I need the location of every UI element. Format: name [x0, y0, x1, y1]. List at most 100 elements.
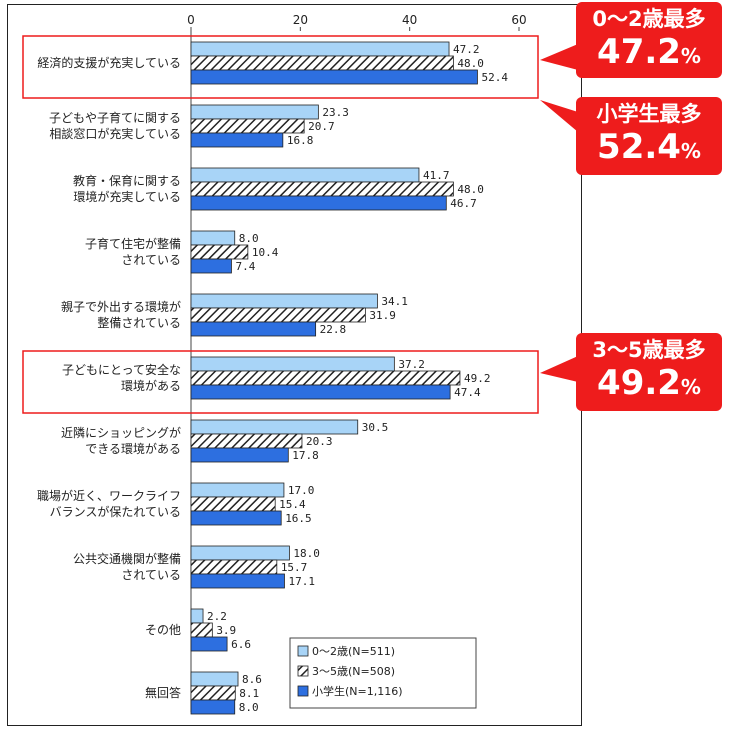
category-label: 教育・保育に関する [73, 173, 181, 188]
data-label: 8.0 [239, 232, 259, 245]
bar [190, 167, 420, 183]
category-label: 整備されている [97, 315, 181, 330]
data-label: 37.2 [398, 358, 425, 371]
data-label: 47.4 [454, 386, 481, 399]
data-label: 8.6 [242, 673, 262, 686]
callout-pointer [540, 100, 578, 132]
data-label: 48.0 [457, 183, 484, 196]
callout-0-title: 0～2歳最多 [592, 7, 706, 31]
bar [190, 496, 276, 512]
data-label: 17.1 [288, 575, 315, 588]
category-label: 近隣にショッピングが [61, 425, 181, 440]
bar [190, 370, 461, 386]
category-label: その他 [145, 623, 181, 637]
data-label: 41.7 [423, 169, 450, 182]
bar [190, 573, 285, 589]
callout-1-unit: % [680, 139, 701, 163]
bar [190, 244, 249, 260]
callout-2-value: 49.2 [597, 363, 681, 403]
data-label: 17.8 [292, 449, 319, 462]
category-label: 経済的支援が充実している [37, 55, 181, 70]
callout-2-title: 3～5歳最多 [592, 338, 706, 362]
category-label: 子育て住宅が整備 [85, 236, 181, 251]
data-label: 18.0 [293, 547, 320, 560]
x-tick-label: 0 [187, 13, 195, 27]
data-label: 46.7 [450, 197, 477, 210]
callout-0: 0～2歳最多 47.2% [576, 2, 722, 78]
data-label: 52.4 [481, 71, 508, 84]
category-label: 親子で外出する環境が [61, 299, 181, 314]
bar [190, 559, 278, 575]
bar [190, 699, 236, 715]
bar [190, 419, 359, 435]
category-label: 公共交通機関が整備 [73, 551, 181, 566]
legend-label: 3～5歳(N=508) [312, 665, 395, 678]
bar [190, 545, 290, 561]
bar [190, 69, 478, 85]
callout-pointer [540, 356, 578, 382]
bar [190, 307, 366, 323]
callout-2-unit: % [680, 375, 701, 399]
category-label: 環境が充実している [73, 189, 181, 204]
bar [190, 671, 239, 687]
bar [190, 608, 204, 624]
category-label: 職場が近く、ワークライフ [37, 488, 181, 503]
bar [190, 622, 213, 638]
data-label: 8.1 [239, 687, 259, 700]
data-label: 7.4 [235, 260, 255, 273]
bar [190, 510, 282, 526]
bar [190, 293, 378, 309]
highlight-box [22, 35, 539, 99]
callout-0-unit: % [680, 44, 701, 68]
category-label: 子どもにとって安全な [62, 362, 181, 377]
bar [190, 181, 454, 197]
bar [190, 447, 289, 463]
legend-label: 小学生(N=1,116) [312, 684, 403, 698]
callout-0-value: 47.2 [597, 32, 681, 72]
bar [190, 41, 450, 57]
category-label: されている [121, 253, 181, 267]
data-label: 2.2 [207, 610, 227, 623]
data-label: 22.8 [320, 323, 347, 336]
data-label: 47.2 [453, 43, 480, 56]
bar [190, 636, 228, 652]
data-label: 30.5 [362, 421, 389, 434]
bar [190, 132, 284, 148]
data-label: 20.3 [306, 435, 333, 448]
data-label: 31.9 [369, 309, 396, 322]
data-label: 23.3 [322, 106, 349, 119]
bar [190, 356, 395, 372]
category-label: 相談窓口が充実している [49, 126, 181, 141]
data-label: 15.4 [279, 498, 306, 511]
data-label: 8.0 [239, 701, 259, 714]
callout-2: 3～5歳最多 49.2% [576, 333, 722, 411]
data-label: 48.0 [457, 57, 484, 70]
data-label: 10.4 [252, 246, 279, 259]
category-label: 無回答 [145, 685, 181, 700]
category-label: 子どもや子育てに関する [49, 110, 181, 125]
category-label: 環境がある [121, 378, 181, 393]
x-tick-label: 20 [293, 13, 308, 27]
bar [190, 104, 319, 120]
callout-1: 小学生最多 52.4% [576, 97, 722, 175]
bar [190, 118, 305, 134]
legend-swatch [297, 645, 309, 657]
callout-pointer [540, 44, 578, 70]
x-tick-label: 60 [511, 13, 526, 27]
legend-label: 0～2歳(N=511) [312, 645, 395, 658]
bar [190, 433, 303, 449]
data-label: 6.6 [231, 638, 251, 651]
callout-1-value: 52.4 [597, 127, 681, 167]
data-label: 17.0 [288, 484, 315, 497]
data-label: 3.9 [216, 624, 236, 637]
bar [190, 482, 285, 498]
data-label: 15.7 [281, 561, 308, 574]
data-label: 34.1 [381, 295, 408, 308]
data-label: 49.2 [464, 372, 491, 385]
x-tick-label: 40 [402, 13, 417, 27]
category-label: されている [121, 568, 181, 582]
callout-1-title: 小学生最多 [596, 102, 702, 126]
legend-swatch [297, 665, 309, 677]
legend-box [289, 637, 477, 709]
